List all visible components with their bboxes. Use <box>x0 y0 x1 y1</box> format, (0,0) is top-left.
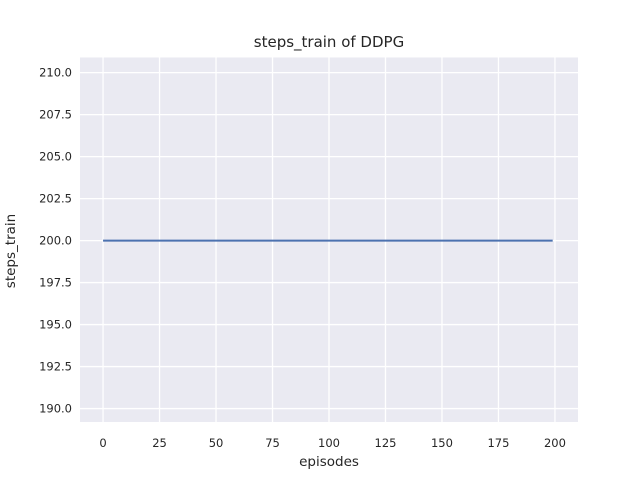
x-tick-label: 0 <box>99 436 106 450</box>
y-tick-label: 210.0 <box>39 66 72 80</box>
x-tick-label: 25 <box>152 436 167 450</box>
y-tick-label: 205.0 <box>39 150 72 164</box>
x-axis-label: episodes <box>299 454 359 470</box>
y-tick-label: 207.5 <box>39 108 72 122</box>
y-axis-label: steps_train <box>3 214 19 288</box>
x-tick-label: 200 <box>544 436 566 450</box>
x-tick-label: 175 <box>487 436 509 450</box>
y-tick-label: 200.0 <box>39 234 72 248</box>
y-tick-label: 195.0 <box>39 318 72 332</box>
x-tick-label: 50 <box>209 436 224 450</box>
x-tick-label: 100 <box>318 436 340 450</box>
x-tick-label: 150 <box>431 436 453 450</box>
x-tick-label: 125 <box>375 436 397 450</box>
y-tick-labels: 190.0 192.5 195.0 197.5 200.0 202.5 205.0 207.5… <box>39 66 72 416</box>
chart-title: steps_train of DDPG <box>254 33 404 52</box>
y-tick-label: 192.5 <box>39 360 72 374</box>
x-tick-labels: 0 25 50 75 100 125 150 175 200 <box>99 436 566 450</box>
y-tick-label: 190.0 <box>39 402 72 416</box>
y-tick-label: 197.5 <box>39 276 72 290</box>
x-tick-label: 75 <box>265 436 280 450</box>
y-tick-label: 202.5 <box>39 192 72 206</box>
